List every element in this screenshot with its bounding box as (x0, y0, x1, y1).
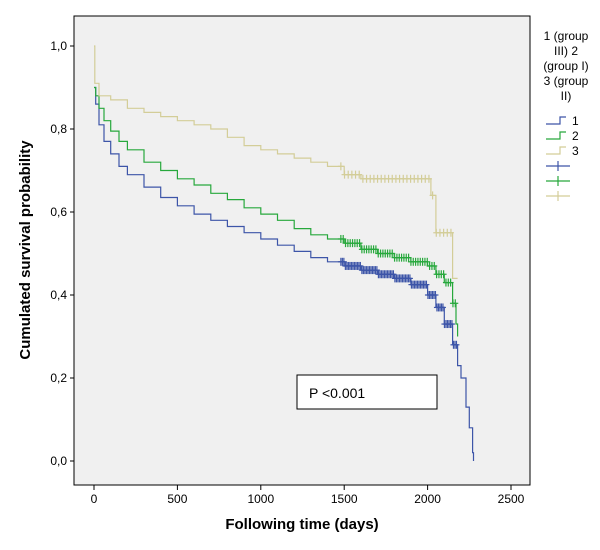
censor-mark-series-1 (448, 320, 455, 329)
legend-item (546, 191, 570, 201)
censor-mark-series-3 (429, 191, 436, 200)
censor-mark-series-1 (340, 257, 347, 266)
legend-title-line: III) 2 (554, 44, 578, 58)
censor-mark-series-1 (423, 280, 430, 289)
censor-mark-series-1 (406, 274, 413, 283)
censor-mark-series-3 (447, 228, 454, 237)
y-tick-label: 0,0 (50, 454, 67, 468)
censor-mark-series-2 (356, 239, 363, 248)
censor-mark-series-1 (373, 266, 380, 275)
legend-item: 1 (546, 114, 579, 128)
legend-item: 2 (546, 129, 579, 143)
x-axis: 0 500 1000 1500 2000 2500 (91, 485, 525, 506)
legend-line-swatch (546, 146, 566, 155)
x-tick-label: 0 (91, 492, 98, 506)
legend-label: 3 (572, 144, 579, 158)
legend-item (546, 161, 570, 171)
y-tick-label: 0,8 (50, 122, 67, 136)
plot-area (73, 15, 531, 486)
censor-mark-series-1 (390, 270, 397, 279)
x-tick-label: 2500 (498, 492, 525, 506)
annotation-box: P <0.001 (296, 374, 438, 410)
censor-mark-series-1 (439, 303, 446, 312)
censor-mark-series-1 (357, 261, 364, 270)
censor-mark-series-1 (432, 291, 439, 299)
legend-item (546, 176, 570, 186)
y-axis-title: Cumulated survival probability (17, 140, 34, 360)
legend-title-line: II) (561, 89, 572, 103)
censor-mark-series-2 (340, 234, 347, 243)
legend-label: 1 (572, 114, 579, 128)
legend-label: 2 (572, 129, 579, 143)
x-tick-label: 1000 (247, 492, 274, 506)
censor-marks (337, 162, 460, 349)
y-tick-label: 0,4 (50, 288, 67, 302)
x-tick-label: 1500 (331, 492, 358, 506)
censor-mark-series-3 (356, 170, 363, 179)
legend-title-line: 3 (group (544, 74, 589, 88)
censor-mark-series-2 (452, 299, 459, 308)
censor-mark-series-2 (431, 261, 438, 270)
censor-mark-series-2 (372, 245, 379, 254)
x-tick-label: 2000 (414, 492, 441, 506)
censor-mark-series-2 (405, 253, 412, 262)
x-axis-title: Following time (days) (225, 516, 378, 533)
legend-line-swatch (546, 116, 566, 125)
censor-mark-series-2 (440, 270, 447, 279)
legend-title-line: (group I) (543, 59, 588, 73)
y-tick-label: 0,6 (50, 205, 67, 219)
p-value-annotation: P <0.001 (309, 385, 365, 401)
legend-item: 3 (546, 144, 579, 158)
censor-mark-series-3 (425, 174, 432, 183)
censor-mark-series-2 (389, 249, 396, 258)
censor-mark-series-3 (337, 162, 344, 171)
censor-mark-series-2 (424, 257, 431, 266)
legend-title-line: 1 (group (544, 29, 589, 43)
y-tick-label: 1,0 (50, 39, 67, 53)
censor-mark-series-2 (447, 278, 454, 287)
legend-line-swatch (546, 131, 566, 140)
x-tick-label: 500 (167, 492, 187, 506)
censor-mark-series-1 (453, 340, 460, 349)
y-axis: 0,0 0,2 0,4 0,6 0,8 1,0 (50, 39, 74, 468)
y-tick-label: 0,2 (50, 371, 67, 385)
